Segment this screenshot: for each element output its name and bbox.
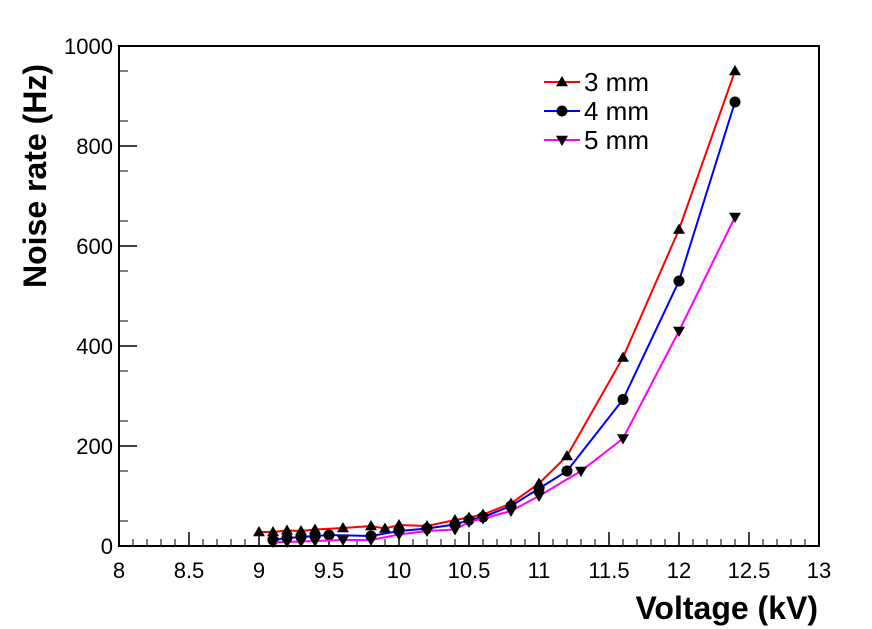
data-point-3-mm [267,526,279,537]
legend-marker [556,105,568,117]
y-tick-label: 400 [76,334,113,359]
data-point-3-mm [379,522,391,533]
data-point-4-mm [673,275,685,287]
x-tick-label: 9.5 [314,558,345,583]
legend: 3 mm4 mm5 mm [544,67,649,155]
data-point-5-mm [463,517,475,528]
data-point-4-mm [533,483,545,494]
x-tick-label: 8 [113,558,125,583]
data-point-5-mm [309,536,321,547]
y-tick-label: 200 [76,434,113,459]
series-5-mm [267,212,741,548]
data-point-3-mm [365,520,377,531]
data-point-5-mm [421,526,433,537]
data-point-3-mm [281,524,293,535]
data-point-5-mm [575,466,587,477]
legend-marker [556,76,568,87]
data-point-5-mm [337,535,349,546]
x-tick-label: 13 [807,558,831,583]
x-tick-label: 11 [528,558,551,583]
data-point-4-mm [561,465,573,477]
x-tick-label: 9 [253,558,265,583]
data-point-5-mm [267,537,279,548]
data-point-3-mm [617,351,629,362]
x-tick-label: 10 [387,558,411,583]
series-4-mm [267,96,741,546]
legend-item-3-mm: 3 mm [544,67,649,97]
data-point-5-mm [365,535,377,546]
series-3-mm [253,65,741,537]
data-series [253,65,741,548]
data-point-5-mm [449,525,461,536]
data-point-5-mm [393,530,405,541]
data-point-5-mm [281,537,293,548]
data-point-3-mm [673,223,685,234]
y-axis-title: Noise rate (Hz) [17,64,53,288]
data-point-4-mm [323,529,335,541]
series-line-5-mm [273,216,736,543]
data-point-5-mm [729,212,741,223]
data-point-5-mm [533,491,545,502]
data-point-5-mm [505,506,517,517]
legend-label: 4 mm [584,96,649,126]
y-tick-label: 1000 [64,34,113,59]
x-tick-label: 12.5 [728,558,771,583]
data-point-5-mm [673,326,685,337]
y-tick-label: 600 [76,234,113,259]
data-point-5-mm [295,537,307,548]
data-point-3-mm [561,450,573,461]
y-tick-label: 0 [101,534,113,559]
data-point-4-mm [729,96,741,108]
plot-frame [118,45,820,547]
legend-item-5-mm: 5 mm [544,125,649,155]
legend-label: 5 mm [584,125,649,155]
legend-marker [556,135,568,146]
series-line-3-mm [259,70,736,533]
x-axis-title: Voltage (kV) [635,590,818,626]
data-point-3-mm [309,523,321,534]
y-tick-label: 800 [76,134,113,159]
x-tick-label: 8.5 [174,558,205,583]
series-line-4-mm [272,101,736,541]
x-tick-label: 11.5 [588,558,629,583]
legend-item-4-mm: 4 mm [544,96,649,126]
x-tick-label: 12 [667,558,691,583]
data-point-5-mm [617,434,629,445]
axis-ticks: 8 8.5 9 9.5 10 10.5 11 11.5 12 12.5 13 0 200 400 600 80… [64,34,831,583]
data-point-4-mm [617,394,629,405]
legend-label: 3 mm [584,67,649,97]
data-point-5-mm [477,514,489,525]
data-point-3-mm [337,522,349,533]
data-point-3-mm [253,526,265,537]
data-point-3-mm [729,65,741,76]
x-tick-label: 10.5 [448,558,491,583]
